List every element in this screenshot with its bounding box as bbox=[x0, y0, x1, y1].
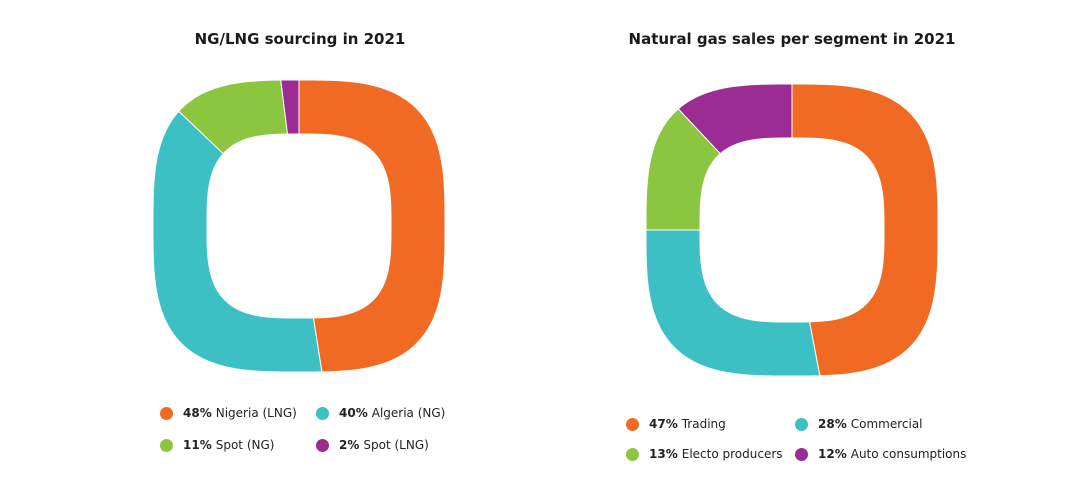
legend-dot-purple bbox=[316, 438, 329, 452]
legend-dot-orange bbox=[160, 406, 173, 420]
legend-label: Nigeria (LNG) bbox=[215, 406, 297, 420]
legend-item-electo-producers: 13% Electo producers bbox=[626, 447, 783, 461]
legend-dot-purple bbox=[795, 447, 808, 461]
donut-slice-spot-lng bbox=[280, 79, 300, 135]
donut-chart-sourcing bbox=[152, 79, 446, 373]
legend-percent: 11% bbox=[183, 438, 212, 452]
donut-slice-trading bbox=[791, 83, 939, 377]
legend-item-auto-consumptions: 12% Auto consumptions bbox=[795, 447, 966, 461]
legend-dot-teal bbox=[316, 406, 329, 420]
donut-slice-nigeria-lng bbox=[298, 79, 446, 373]
legend-label: Commercial bbox=[850, 417, 923, 431]
donut-slice-commercial bbox=[645, 229, 821, 377]
legend-percent: 28% bbox=[818, 417, 847, 431]
legend-label: Auto consumptions bbox=[850, 447, 967, 461]
legend-label: Algeria (NG) bbox=[371, 406, 446, 420]
chart-title-sourcing: NG/LNG sourcing in 2021 bbox=[194, 30, 406, 48]
legend-item-spot-lng: 2% Spot (LNG) bbox=[316, 438, 429, 452]
donut-slice-auto-consumptions bbox=[677, 83, 793, 155]
legend-dot-green bbox=[160, 438, 173, 452]
legend-percent: 12% bbox=[818, 447, 847, 461]
donut-chart-sales bbox=[645, 83, 939, 377]
legend-percent: 47% bbox=[649, 417, 678, 431]
legend-label: Spot (NG) bbox=[215, 438, 275, 452]
legend-label: Spot (LNG) bbox=[363, 438, 429, 452]
donut-slice-algeria-ng bbox=[152, 110, 323, 373]
legend-item-algeria-ng: 40% Algeria (NG) bbox=[316, 406, 445, 420]
legend-percent: 2% bbox=[339, 438, 360, 452]
legend-percent: 13% bbox=[649, 447, 678, 461]
chart-title-sales: Natural gas sales per segment in 2021 bbox=[628, 30, 956, 48]
legend-label: Trading bbox=[681, 417, 726, 431]
legend-item-spot-ng: 11% Spot (NG) bbox=[160, 438, 274, 452]
legend-item-trading: 47% Trading bbox=[626, 417, 726, 431]
legend-percent: 48% bbox=[183, 406, 212, 420]
legend-item-nigeria-lng: 48% Nigeria (LNG) bbox=[160, 406, 297, 420]
legend-dot-orange bbox=[626, 417, 639, 431]
legend-item-commercial: 28% Commercial bbox=[795, 417, 923, 431]
legend-dot-teal bbox=[795, 417, 808, 431]
legend-label: Electo producers bbox=[681, 447, 783, 461]
legend-percent: 40% bbox=[339, 406, 368, 420]
legend-dot-green bbox=[626, 447, 639, 461]
